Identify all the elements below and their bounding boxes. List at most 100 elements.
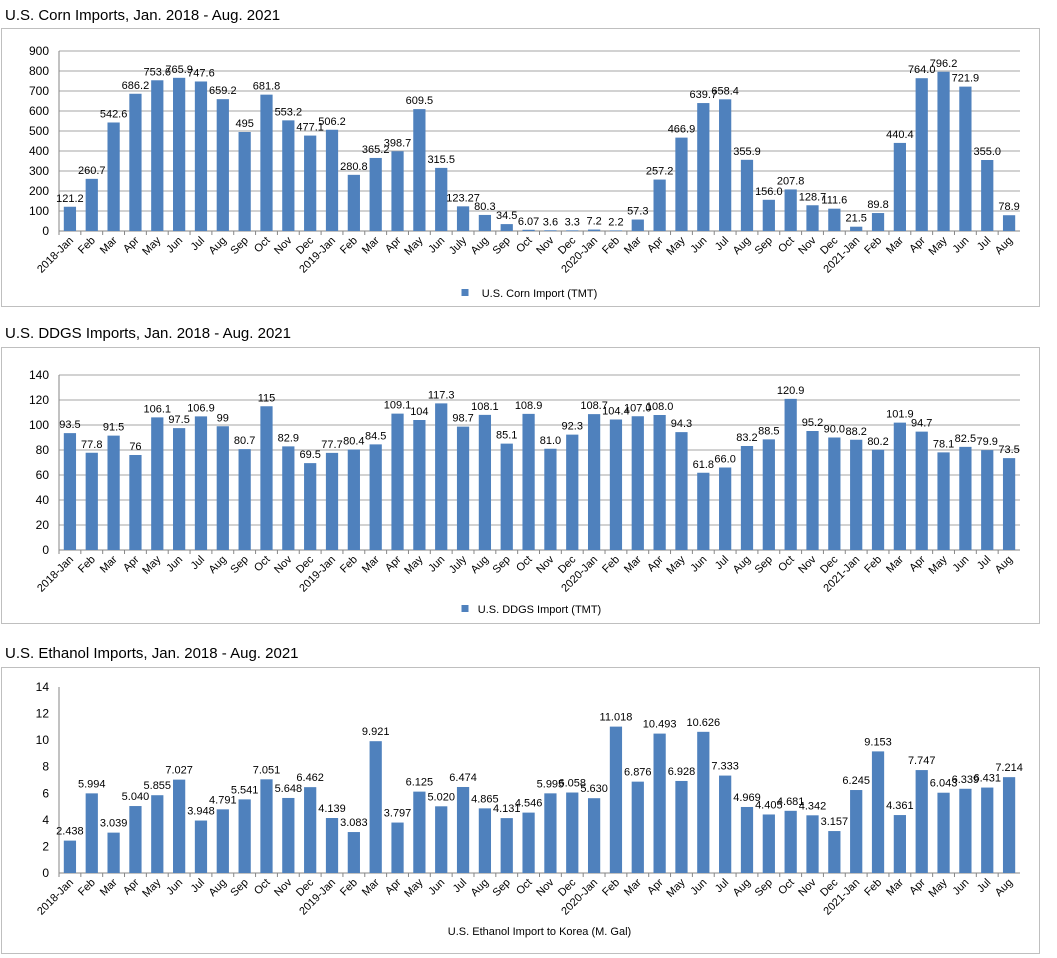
corn-bar (697, 103, 710, 231)
corn-data-label: 123.27 (446, 192, 480, 204)
ethanol-x-tick-label: May (140, 876, 164, 900)
ddgs-bar (522, 413, 535, 550)
ethanol-bar (740, 806, 754, 873)
corn-x-tick-label: July (447, 234, 470, 257)
ethanol-x-tick-label: Mar (622, 876, 644, 898)
corn-x-tick-label: Mar (98, 234, 120, 256)
ddgs-data-label: 117.3 (428, 389, 455, 401)
corn-x-tick-label: Apr (907, 234, 928, 255)
corn-bar (500, 224, 513, 231)
ethanol-data-label: 11.018 (600, 712, 633, 724)
ddgs-bar (413, 420, 426, 550)
ddgs-x-tick-label: Mar (884, 553, 906, 575)
ddgs-bar (587, 414, 601, 550)
ethanol-x-tick-label: Feb (862, 877, 884, 899)
ddgs-data-label: 104 (410, 406, 428, 418)
ethanol-data-label: 10.493 (643, 719, 677, 731)
corn-bar (893, 142, 906, 231)
corn-x-tick-label: Jun (426, 235, 447, 256)
ethanol-x-tick-label: Apr (645, 876, 666, 897)
corn-data-label: 121.2 (56, 193, 84, 205)
ethanol-data-label: 4.342 (799, 800, 827, 812)
ddgs-x-tick-label: Sep (491, 554, 513, 576)
corn-bar (937, 71, 950, 231)
ethanol-data-label: 6.431 (973, 773, 1001, 785)
ddgs-bar (216, 426, 229, 550)
ddgs-bar (238, 449, 251, 550)
ethanol-x-tick-label: Sep (753, 877, 775, 899)
corn-data-label: 89.8 (867, 199, 888, 211)
corn-y-tick-label: 600 (29, 104, 49, 118)
corn-x-tick-label: May (402, 234, 426, 258)
ddgs-x-tick-label: Apr (907, 553, 928, 574)
corn-bar (915, 78, 928, 231)
corn-bar (151, 80, 164, 231)
corn-bar (129, 93, 142, 231)
ethanol-data-label: 3.083 (340, 817, 368, 829)
ethanol-x-tick-label: Jun (164, 877, 185, 898)
ddgs-bar (500, 443, 513, 550)
corn-x-tick-label: Jun (950, 235, 971, 256)
ddgs-data-label: 107.0 (624, 402, 652, 414)
ddgs-bar (391, 413, 404, 550)
corn-y-tick-label: 800 (29, 64, 49, 78)
ddgs-bar (740, 446, 754, 550)
corn-data-label: 78.9 (998, 201, 1019, 213)
ethanol-x-tick-label: Oct (252, 877, 273, 898)
corn-x-tick-label: Oct (776, 235, 797, 256)
ddgs-x-tick-label: Feb (76, 554, 98, 576)
ddgs-data-label: 108.1 (471, 401, 499, 413)
ethanol-data-label: 6.462 (296, 772, 324, 784)
ethanol-x-tick-label: Sep (228, 877, 250, 899)
ethanol-bar (151, 795, 164, 873)
ethanol-bar (435, 806, 448, 873)
ethanol-x-tick-label: Feb (338, 877, 360, 899)
ethanol-chart-svg: 0 2 4 6 8 10 12 14 2.438 2018-Jan 5.994 Feb 3.039 Mar… (35, 680, 1023, 938)
ethanol-bar (129, 806, 142, 873)
ethanol-x-tick-label: Nov (796, 876, 819, 899)
ethanol-bar (391, 822, 404, 873)
ethanol-bar (719, 775, 732, 873)
ethanol-y-tick-label: 2 (42, 839, 49, 853)
corn-data-label: 365.2 (362, 144, 390, 156)
corn-y-tick-label: 900 (29, 44, 49, 58)
ddgs-legend-marker (461, 605, 469, 612)
ddgs-data-label: 106.1 (144, 403, 172, 415)
ethanol-bar (981, 787, 994, 873)
ddgs-y-tick-label: 60 (36, 468, 50, 482)
corn-x-tick-label: Nov (796, 234, 819, 257)
ddgs-x-tick-label: Mar (622, 553, 644, 575)
ddgs-data-label: 108.9 (515, 400, 543, 412)
ethanol-data-label: 3.157 (821, 816, 849, 828)
ddgs-bar (762, 439, 775, 550)
corn-x-tick-label: Jun (164, 235, 185, 256)
ethanol-data-label: 6.339 (952, 774, 980, 786)
ethanol-bar (85, 793, 98, 873)
ddgs-x-tick-label: Feb (338, 554, 360, 576)
ethanol-bar (587, 798, 601, 873)
ddgs-data-label: 101.9 (886, 409, 914, 421)
ddgs-data-label: 77.8 (81, 439, 102, 451)
corn-bar (544, 230, 557, 231)
ethanol-x-tick-label: May (926, 876, 950, 900)
ethanol-data-label: 6.125 (406, 777, 434, 789)
ddgs-data-label: 66.0 (714, 454, 735, 466)
ddgs-y-tick-label: 20 (36, 518, 50, 532)
ddgs-bar (282, 446, 295, 550)
corn-data-label: 495 (235, 118, 253, 130)
ddgs-data-label: 69.5 (299, 449, 320, 461)
ddgs-x-tick-label: Jun (426, 554, 447, 575)
ddgs-bar (151, 417, 164, 550)
ethanol-bar (784, 810, 797, 873)
ethanol-bar (806, 815, 819, 873)
corn-x-tick-label: Aug (993, 235, 1015, 257)
ddgs-x-tick-label: Jun (950, 554, 971, 575)
ddgs-chart-heading: U.S. DDGS Imports, Jan. 2018 - Aug. 2021 (5, 325, 291, 342)
corn-bar (587, 229, 601, 231)
ddgs-data-label: 94.3 (671, 418, 692, 430)
ddgs-x-tick-label: Mar (360, 553, 382, 575)
corn-bar (413, 109, 426, 231)
ethanol-data-label: 7.333 (711, 761, 739, 773)
ddgs-bar (456, 426, 470, 550)
ethanol-data-label: 4.791 (209, 794, 237, 806)
